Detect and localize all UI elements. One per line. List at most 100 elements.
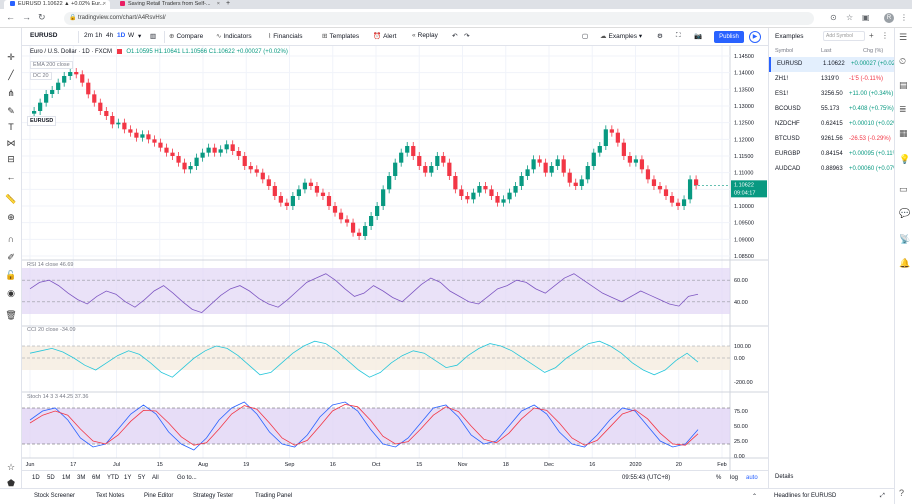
settings-gear-icon[interactable]: ⚙ bbox=[657, 33, 663, 40]
interval-1h[interactable]: 1h bbox=[95, 32, 103, 39]
alert-button[interactable]: ⏰ Alert bbox=[373, 32, 396, 40]
watchlist-row[interactable]: ES1! 3256.50 +11.00 (+0.34%) bbox=[769, 87, 895, 102]
help-icon[interactable]: ? bbox=[899, 488, 905, 498]
watchlist-menu-icon[interactable]: ⋮ bbox=[881, 31, 889, 40]
play-icon[interactable]: ▶ bbox=[749, 31, 761, 43]
range-1d[interactable]: 1D bbox=[32, 475, 40, 481]
watchlist-row[interactable]: EURGBP 0.84154 +0.00095 (+0.11%) bbox=[769, 147, 900, 162]
range-1m[interactable]: 1M bbox=[62, 475, 71, 481]
interval-w[interactable]: W bbox=[128, 32, 135, 39]
watchlist-row[interactable]: BTCUSD 9261.56 -26.53 (-0.29%) bbox=[769, 132, 895, 147]
pitchfork-icon[interactable]: ⋔ bbox=[7, 88, 15, 98]
undo-icon[interactable]: ↶ bbox=[452, 33, 458, 40]
calendar-icon[interactable]: ▦ bbox=[899, 128, 908, 138]
chart-type-icon[interactable]: ▥ bbox=[150, 33, 157, 40]
broadcast-icon[interactable]: 📡 bbox=[899, 234, 911, 244]
extension-icon[interactable]: ▣ bbox=[862, 13, 870, 22]
back-icon[interactable]: ← bbox=[6, 12, 15, 22]
browser-menu-icon[interactable]: ⋮ bbox=[900, 13, 908, 22]
cast-icon[interactable]: ⊙ bbox=[830, 13, 837, 22]
eye-icon[interactable]: ◉ bbox=[7, 288, 15, 298]
layout-button[interactable]: ☁ Examples ▾ bbox=[600, 33, 643, 40]
collapse-panel-icon[interactable]: ⌃ bbox=[752, 494, 758, 500]
layout-select-icon[interactable]: ▢ bbox=[582, 33, 589, 40]
ideas-bulb-icon[interactable]: 💡 bbox=[899, 154, 911, 164]
trend-line-icon[interactable]: ╱ bbox=[8, 70, 14, 80]
symbol-search[interactable]: EURUSD bbox=[30, 32, 58, 39]
ruler-icon[interactable]: 📏 bbox=[5, 194, 17, 204]
hotlist-icon[interactable]: ≣ bbox=[899, 104, 907, 114]
details-title[interactable]: Details bbox=[775, 474, 794, 480]
watchlist-row[interactable]: NZDCHF 0.62415 +0.00010 (+0.02%) bbox=[769, 117, 900, 132]
stay-drawing-icon[interactable]: ✐ bbox=[7, 252, 15, 262]
symbol-badge[interactable]: EURUSD bbox=[27, 116, 57, 126]
tab-pine-editor[interactable]: Pine Editor bbox=[144, 493, 174, 499]
interval-dropdown-icon[interactable]: ▾ bbox=[138, 33, 142, 40]
prediction-icon[interactable]: ⊟ bbox=[7, 154, 15, 164]
watchlist-icon[interactable]: ☰ bbox=[899, 32, 908, 42]
compare-button[interactable]: ⊕ Compare bbox=[169, 32, 203, 40]
chats-icon[interactable]: 💬 bbox=[899, 208, 911, 218]
col-chg[interactable]: Chg (%) bbox=[863, 48, 884, 54]
back-arrow-icon[interactable]: ← bbox=[6, 172, 16, 182]
templates-button[interactable]: ⊞ Templates bbox=[322, 32, 359, 40]
redo-icon[interactable]: ↷ bbox=[464, 33, 470, 40]
replay-button[interactable]: «Replay bbox=[412, 32, 438, 39]
watchlist-row[interactable]: ZH1! 1319'0 -1'5 (-0.11%) bbox=[769, 72, 895, 87]
watchlist-row[interactable]: EURUSD 1.10622 +0.00027 (+0.02%) bbox=[769, 57, 902, 72]
lock-drawings-icon[interactable]: 🔓 bbox=[5, 270, 17, 280]
fullscreen-icon[interactable]: ⛶ bbox=[676, 32, 681, 39]
forward-icon[interactable]: → bbox=[22, 12, 31, 22]
zoom-icon[interactable]: ⊕ bbox=[7, 212, 15, 222]
data-window-icon[interactable]: ▤ bbox=[899, 80, 908, 90]
chart-area[interactable]: Jun 17 Jul 15 Aug 19 Sep 16 Oct 15 Nov 18 Dec 16 2020 2… bbox=[22, 46, 768, 470]
star-icon[interactable]: ☆ bbox=[6, 462, 16, 472]
cci-legend[interactable]: CCI 20 close -34.09 bbox=[27, 327, 76, 333]
alerts-clock-icon[interactable]: ⏲ bbox=[899, 56, 907, 66]
col-last[interactable]: Last bbox=[821, 48, 832, 54]
url-field[interactable]: 🔒 tradingview.com/chart/A4RsvHsl/ bbox=[64, 12, 814, 25]
add-symbol-input[interactable]: Add Symbol bbox=[823, 31, 865, 41]
headlines-title[interactable]: Headlines for EURUSD bbox=[774, 493, 837, 499]
percent-toggle[interactable]: % bbox=[716, 475, 722, 481]
text-tool-icon[interactable]: T bbox=[8, 122, 14, 132]
watchlist-row[interactable]: BCOUSD 55.173 +0.408 (+0.75%) bbox=[769, 102, 895, 117]
indicators-button[interactable]: ∿ Indicators bbox=[216, 32, 252, 40]
browser-tab[interactable]: Saving Retail Traders from Self-... × bbox=[114, 0, 224, 9]
favorites-icon[interactable]: ⬟ bbox=[7, 478, 15, 488]
interval-4h[interactable]: 4h bbox=[106, 32, 114, 39]
reload-icon[interactable]: ↻ bbox=[38, 12, 46, 22]
range-5y[interactable]: 5Y bbox=[138, 475, 146, 481]
close-tab-icon[interactable]: × bbox=[216, 1, 220, 7]
streams-icon[interactable]: ▭ bbox=[899, 184, 908, 194]
range-6m[interactable]: 6M bbox=[92, 475, 101, 481]
notifications-bell-icon[interactable]: 🔔 bbox=[899, 258, 911, 268]
tab-strategy-tester[interactable]: Strategy Tester bbox=[193, 493, 234, 499]
range-1y[interactable]: 1Y bbox=[124, 475, 132, 481]
tab-trading-panel[interactable]: Trading Panel bbox=[255, 493, 293, 499]
dc-legend[interactable]: DC 20 bbox=[30, 72, 52, 80]
clock-readout[interactable]: 09:55:43 (UTC+8) bbox=[622, 475, 671, 481]
tab-stock-screener[interactable]: Stock Screener bbox=[34, 493, 76, 499]
watchlist-row[interactable]: AUDCAD 0.88963 +0.00060 (+0.07%) bbox=[769, 162, 900, 177]
camera-icon[interactable]: 📷 bbox=[694, 33, 703, 40]
trash-icon[interactable]: 🗑 bbox=[5, 310, 17, 320]
bookmark-star-icon[interactable]: ☆ bbox=[846, 13, 854, 22]
col-symbol[interactable]: Symbol bbox=[775, 48, 794, 54]
tab-text-notes[interactable]: Text Notes bbox=[96, 493, 125, 499]
rsi-legend[interactable]: RSI 14 close 46.69 bbox=[27, 262, 74, 268]
expand-headlines-icon[interactable]: ⤢ bbox=[880, 493, 885, 499]
brush-icon[interactable]: ✎ bbox=[7, 106, 15, 116]
profile-avatar[interactable]: R bbox=[884, 13, 894, 23]
pattern-icon[interactable]: ⋈ bbox=[6, 138, 16, 148]
chart-canvas[interactable]: Jun 17 Jul 15 Aug 19 Sep 16 Oct 15 Nov 18 Dec 16 2020 2… bbox=[22, 46, 768, 470]
goto-button[interactable]: Go to... bbox=[177, 475, 197, 481]
crosshair-icon[interactable]: ✛ bbox=[7, 52, 15, 62]
close-tab-icon[interactable]: × bbox=[102, 1, 106, 7]
range-all[interactable]: All bbox=[152, 475, 159, 481]
watchlist-title[interactable]: Examples bbox=[775, 33, 804, 40]
log-toggle[interactable]: log bbox=[730, 475, 739, 481]
publish-button[interactable]: Publish bbox=[714, 31, 744, 43]
range-ytd[interactable]: YTD bbox=[107, 475, 119, 481]
browser-tab-active[interactable]: EURUSD 1.10622 ▲ +0.02% Eur... × bbox=[4, 0, 110, 9]
